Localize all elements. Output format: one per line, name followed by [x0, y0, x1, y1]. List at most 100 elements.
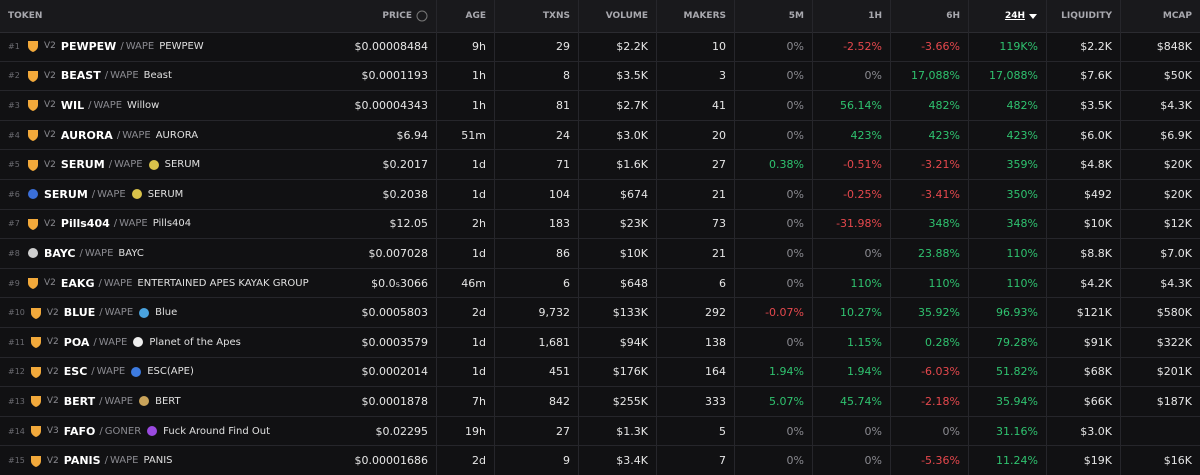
makers-cell: 138	[656, 328, 734, 357]
h6-cell: 23.88%	[890, 239, 968, 268]
mcap-cell: $4.3K	[1120, 91, 1200, 120]
token-row[interactable]: #8 BAYC / WAPE BAYC $0.007028 1d 86 $10K 21 0% 0% 23…	[0, 239, 1200, 269]
pair: EAKG / WAPE	[61, 277, 133, 290]
column-header[interactable]: MAKERS	[656, 0, 734, 32]
column-header[interactable]: VOLUME	[578, 0, 656, 32]
pair: BEAST / WAPE	[61, 69, 139, 82]
dex-version: V2	[46, 366, 59, 377]
icon	[30, 366, 41, 378]
quote-symbol: WAPE	[114, 159, 143, 171]
token-row[interactable]: #5 V2 SERUM / WAPE SERUM $0.2017 1d 71 $1.6K 27 0.3…	[0, 150, 1200, 180]
token-row[interactable]: #12 V2 ESC / WAPE ESC(APE) $0.0002014 1d 451 $176…	[0, 357, 1200, 388]
token-cell: #10 V2 BLUE / WAPE Blue	[0, 298, 340, 327]
column-header[interactable]: TOKEN	[0, 0, 340, 32]
txns-cell: 104	[494, 180, 578, 209]
token-symbol: BEAST	[60, 69, 101, 83]
token-name: BERT	[155, 395, 181, 407]
txns-cell: 9	[494, 446, 578, 475]
column-header[interactable]: 6H	[890, 0, 968, 32]
h6-cell: 482%	[890, 91, 968, 120]
price-cell: $6.94	[396, 128, 429, 142]
token-name: ESC(APE)	[147, 366, 194, 378]
dex-version: V2	[46, 337, 59, 348]
volume-cell: $2.7K	[578, 91, 656, 120]
token-row[interactable]: #9 V2 EAKG / WAPE ENTERTAINED APES KAYAK GROU…	[0, 268, 1200, 299]
token-row[interactable]: #7 V2 Pills404/WAPE Pills404 $12.05 2h 183 $23K…	[0, 209, 1200, 240]
token-row[interactable]: #13 V2 BERT / WAPE BERT $0.0001878 7h 842 $255K 33…	[0, 387, 1200, 417]
icon	[30, 307, 41, 319]
column-header[interactable]: PRICE	[340, 0, 436, 32]
token-name: Blue	[155, 307, 178, 319]
age-cell: 46m	[436, 268, 494, 298]
column-header[interactable]: TXNS	[494, 0, 578, 32]
h1-cell: 423%	[812, 120, 890, 150]
liquidity-cell: $4.8K	[1046, 150, 1120, 179]
mcap-cell: $20K	[1120, 150, 1200, 179]
h6-cell: 423%	[890, 120, 968, 150]
mcap-cell: $20K	[1120, 180, 1200, 209]
pair: WIL / WAPE	[61, 99, 122, 112]
token-row[interactable]: #2 V2 BEAST / WAPE Beast $0.0001193 1h 8 $3.5K 3 0%…	[0, 61, 1200, 92]
quote-symbol: WAPE	[93, 99, 123, 111]
price-cell: $12.05	[389, 217, 429, 231]
age-cell: 1h	[436, 61, 494, 91]
pair: PEWPEW / WAPE	[61, 40, 154, 53]
column-label: 6H	[946, 11, 960, 21]
price-cell: $0.0002014	[361, 365, 428, 379]
h6-cell: 110%	[890, 268, 968, 298]
liquidity-cell: $121K	[1046, 298, 1120, 327]
token-row[interactable]: #14 V3 FAFO / GONER Fuck Around Find Out $0.02…	[0, 416, 1200, 447]
mcap-cell: $322K	[1120, 328, 1200, 357]
m5-cell: 0%	[734, 61, 812, 91]
txns-cell: 24	[494, 120, 578, 150]
m5-cell: 0%	[734, 268, 812, 298]
dex-version: V2	[44, 70, 56, 81]
token-row[interactable]: #3 V2 WIL / WAPE Willow $0.00004343 1h 81 $2.7K 41…	[0, 91, 1200, 121]
pair-separator: /	[88, 99, 92, 111]
h1-cell: -2.52%	[812, 32, 890, 61]
token-row[interactable]: #6 SERUM / WAPE SERUM $0.2038 1d 104 $674 21 0% -0.…	[0, 180, 1200, 210]
m5-cell: 0%	[734, 209, 812, 239]
price-cell: $0.00001686	[354, 454, 428, 468]
quote-symbol: WAPE	[103, 277, 133, 289]
age-cell: 1d	[436, 150, 494, 179]
liquidity-cell: $3.5K	[1046, 91, 1120, 120]
age-cell: 1d	[436, 357, 494, 387]
m5-cell: 0%	[734, 446, 812, 475]
price-cell: $0.00004343	[354, 98, 428, 112]
column-header[interactable]: AGE	[436, 0, 494, 32]
column-header[interactable]: 5M	[734, 0, 812, 32]
column-label: 5M	[788, 11, 804, 21]
rank: #3	[8, 100, 20, 110]
token-row[interactable]: #11 V2 POA / WAPE Planet of the Apes $0.000357…	[0, 328, 1200, 358]
liquidity-cell: $7.6K	[1046, 61, 1120, 91]
h6-cell: -6.03%	[890, 357, 968, 387]
makers-cell: 20	[656, 120, 734, 150]
token-name: Pills404	[152, 218, 192, 230]
h6-cell: -3.66%	[890, 32, 968, 61]
token-row[interactable]: #10 V2 BLUE / WAPE Blue $0.0005803 2d 9,732 $133K…	[0, 298, 1200, 328]
m5-cell: 0%	[734, 328, 812, 357]
column-label: 1H	[868, 11, 882, 21]
token-row[interactable]: #1 V2 PEWPEW / WAPE PEWPEW $0.00008484 9h 29 $2.2…	[0, 32, 1200, 62]
token-row[interactable]: #4 V2 AURORA / WAPE AURORA $6.94 51m 24 $3.0K 20 0%…	[0, 120, 1200, 151]
h6-cell: 0%	[890, 416, 968, 446]
pair-separator: /	[79, 247, 83, 259]
token-symbol: AURORA	[60, 128, 113, 142]
liquidity-cell: $492	[1046, 180, 1120, 209]
column-header[interactable]: 24H	[968, 0, 1046, 32]
rank: #4	[8, 130, 20, 140]
makers-cell: 27	[656, 150, 734, 179]
m5-cell: 0%	[734, 32, 812, 61]
icon	[147, 426, 158, 437]
quote-symbol: WAPE	[119, 218, 148, 230]
column-label: TXNS	[542, 11, 570, 21]
pair-separator: /	[93, 336, 97, 348]
column-header[interactable]: 1H	[812, 0, 890, 32]
column-header[interactable]: LIQUIDITY	[1046, 0, 1120, 32]
token-row[interactable]: #15 V2 PANIS / WAPE PANIS $0.00001686 2d 9 $3.4K 7…	[0, 446, 1200, 475]
token-name: Willow	[127, 99, 160, 111]
column-label: TOKEN	[8, 11, 43, 21]
column-header[interactable]: MCAP	[1120, 0, 1200, 32]
mcap-cell: $7.0K	[1120, 239, 1200, 268]
